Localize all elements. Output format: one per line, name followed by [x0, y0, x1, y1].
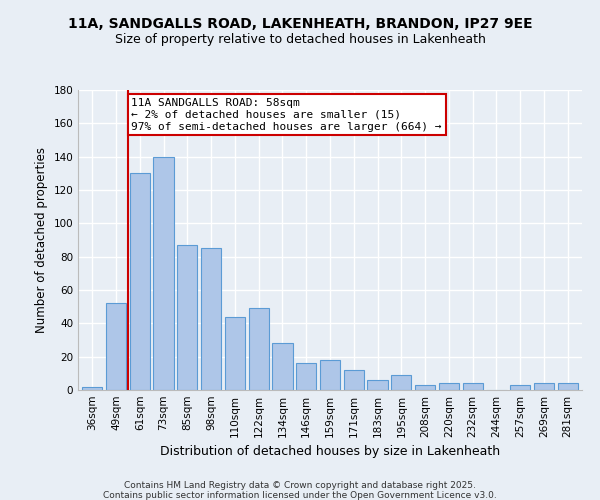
Bar	[320, 360, 340, 390]
Text: 11A, SANDGALLS ROAD, LAKENHEATH, BRANDON, IP27 9EE: 11A, SANDGALLS ROAD, LAKENHEATH, BRANDON…	[68, 18, 532, 32]
Bar	[225, 316, 245, 390]
Text: Size of property relative to detached houses in Lakenheath: Size of property relative to detached ho…	[115, 32, 485, 46]
Text: 11A SANDGALLS ROAD: 58sqm
← 2% of detached houses are smaller (15)
97% of semi-d: 11A SANDGALLS ROAD: 58sqm ← 2% of detach…	[131, 98, 442, 132]
Bar	[154, 156, 173, 390]
Bar	[82, 386, 103, 390]
Bar	[463, 384, 483, 390]
Bar	[177, 245, 197, 390]
Bar	[201, 248, 221, 390]
Text: Contains HM Land Registry data © Crown copyright and database right 2025.: Contains HM Land Registry data © Crown c…	[124, 481, 476, 490]
Bar	[367, 380, 388, 390]
Bar	[415, 385, 435, 390]
Bar	[510, 385, 530, 390]
Bar	[344, 370, 364, 390]
Bar	[272, 344, 293, 390]
Bar	[130, 174, 150, 390]
Text: Contains public sector information licensed under the Open Government Licence v3: Contains public sector information licen…	[103, 491, 497, 500]
Bar	[534, 384, 554, 390]
Bar	[248, 308, 269, 390]
Bar	[391, 375, 412, 390]
X-axis label: Distribution of detached houses by size in Lakenheath: Distribution of detached houses by size …	[160, 446, 500, 458]
Y-axis label: Number of detached properties: Number of detached properties	[35, 147, 48, 333]
Bar	[106, 304, 126, 390]
Bar	[296, 364, 316, 390]
Bar	[557, 384, 578, 390]
Bar	[439, 384, 459, 390]
